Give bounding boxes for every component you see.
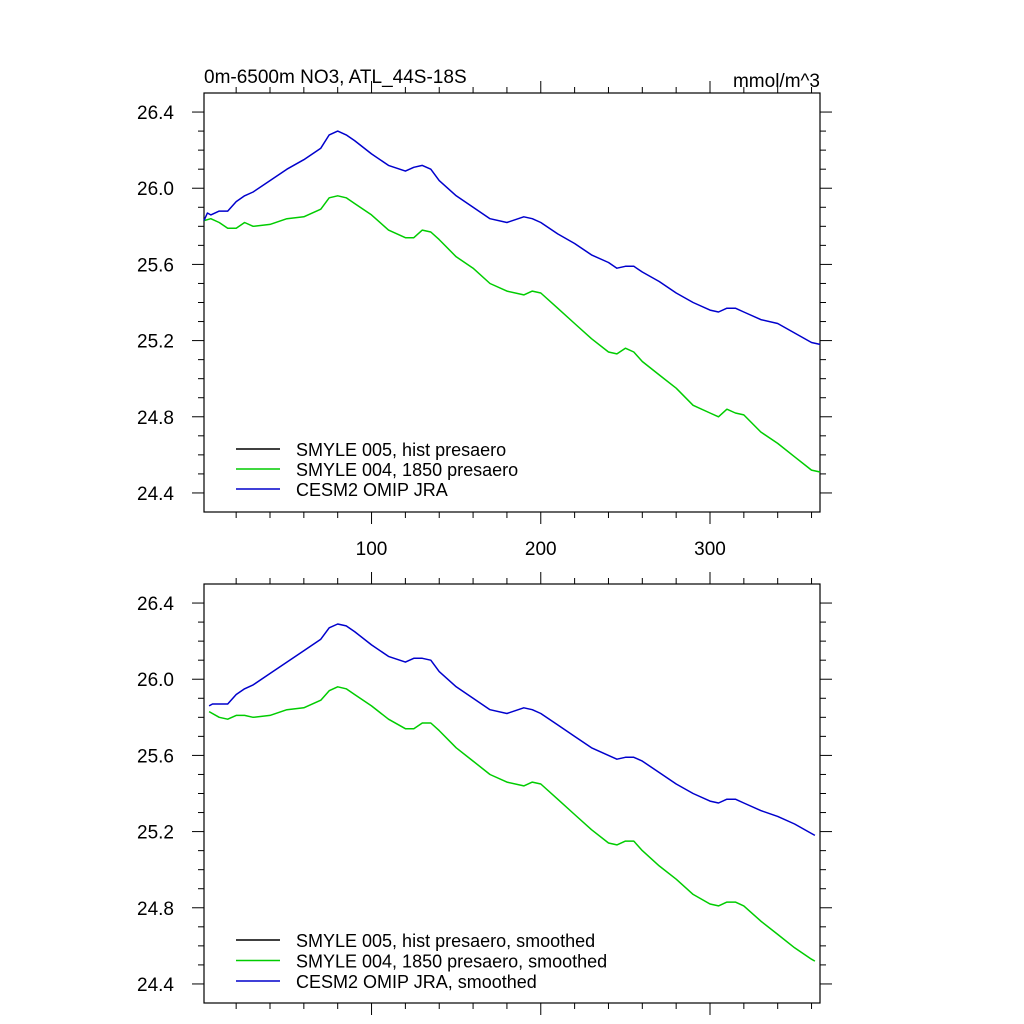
y-tick-label: 24.8 — [137, 408, 174, 429]
chart-title: 0m-6500m NO3, ATL_44S-18S — [204, 67, 467, 88]
y-tick-label: 24.8 — [137, 899, 174, 920]
top-panel: 24.4 24.8 25.2 25.6 26.0 26.4 100 200 300 SMYLE 0… — [137, 81, 832, 560]
x-tick-label: 200 — [525, 539, 557, 560]
y-tick-label: 25.6 — [137, 746, 174, 767]
y-tick-label: 26.0 — [137, 670, 174, 691]
legend-label: SMYLE 004, 1850 presaero, smoothed — [296, 952, 607, 972]
y-tick-label: 25.6 — [137, 255, 174, 276]
x-tick-label: 100 — [356, 539, 388, 560]
bottom-panel: 24.4 24.8 25.2 25.6 26.0 26.4 SMYLE 005, hist … — [137, 572, 832, 1015]
x-tick-label: 300 — [694, 539, 726, 560]
y-tick-label: 26.4 — [137, 103, 174, 124]
y-tick-label: 24.4 — [137, 975, 174, 996]
y-tick-label: 25.2 — [137, 332, 174, 353]
y-tick-label: 25.2 — [137, 823, 174, 844]
series-line-2 — [208, 623, 816, 837]
y-tick-label: 26.4 — [137, 594, 174, 615]
series-line-1 — [203, 195, 821, 473]
legend-label: SMYLE 005, hist presaero — [296, 440, 506, 460]
series-line-2 — [203, 130, 821, 346]
y-tick-label: 26.0 — [137, 179, 174, 200]
legend-label: SMYLE 004, 1850 presaero — [296, 460, 518, 480]
series-line-1 — [208, 686, 816, 962]
units-label: mmol/m^3 — [733, 71, 820, 92]
y-tick-label: 24.4 — [137, 484, 174, 505]
legend-label: CESM2 OMIP JRA — [296, 480, 448, 500]
legend-label: SMYLE 005, hist presaero, smoothed — [296, 931, 595, 951]
legend-label: CESM2 OMIP JRA, smoothed — [296, 972, 537, 992]
